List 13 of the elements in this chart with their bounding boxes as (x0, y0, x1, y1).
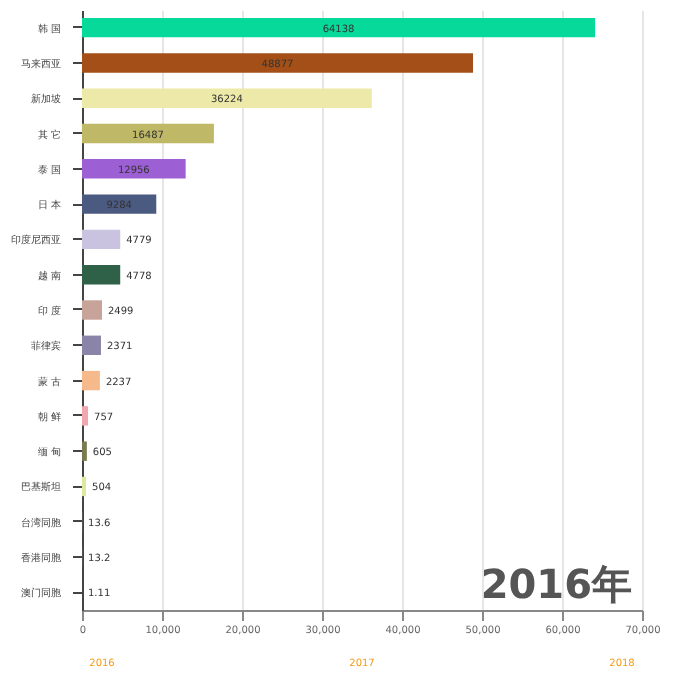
bar (82, 335, 101, 355)
bar (82, 265, 121, 285)
bar (82, 370, 100, 391)
bar (82, 88, 372, 108)
bar (82, 53, 474, 73)
bar (82, 159, 186, 179)
annotation: 2016年 (480, 560, 632, 608)
bar (82, 17, 596, 38)
bar (82, 406, 89, 426)
bar (82, 194, 157, 214)
bar (82, 300, 102, 320)
bar (82, 123, 214, 144)
bar (82, 229, 121, 250)
